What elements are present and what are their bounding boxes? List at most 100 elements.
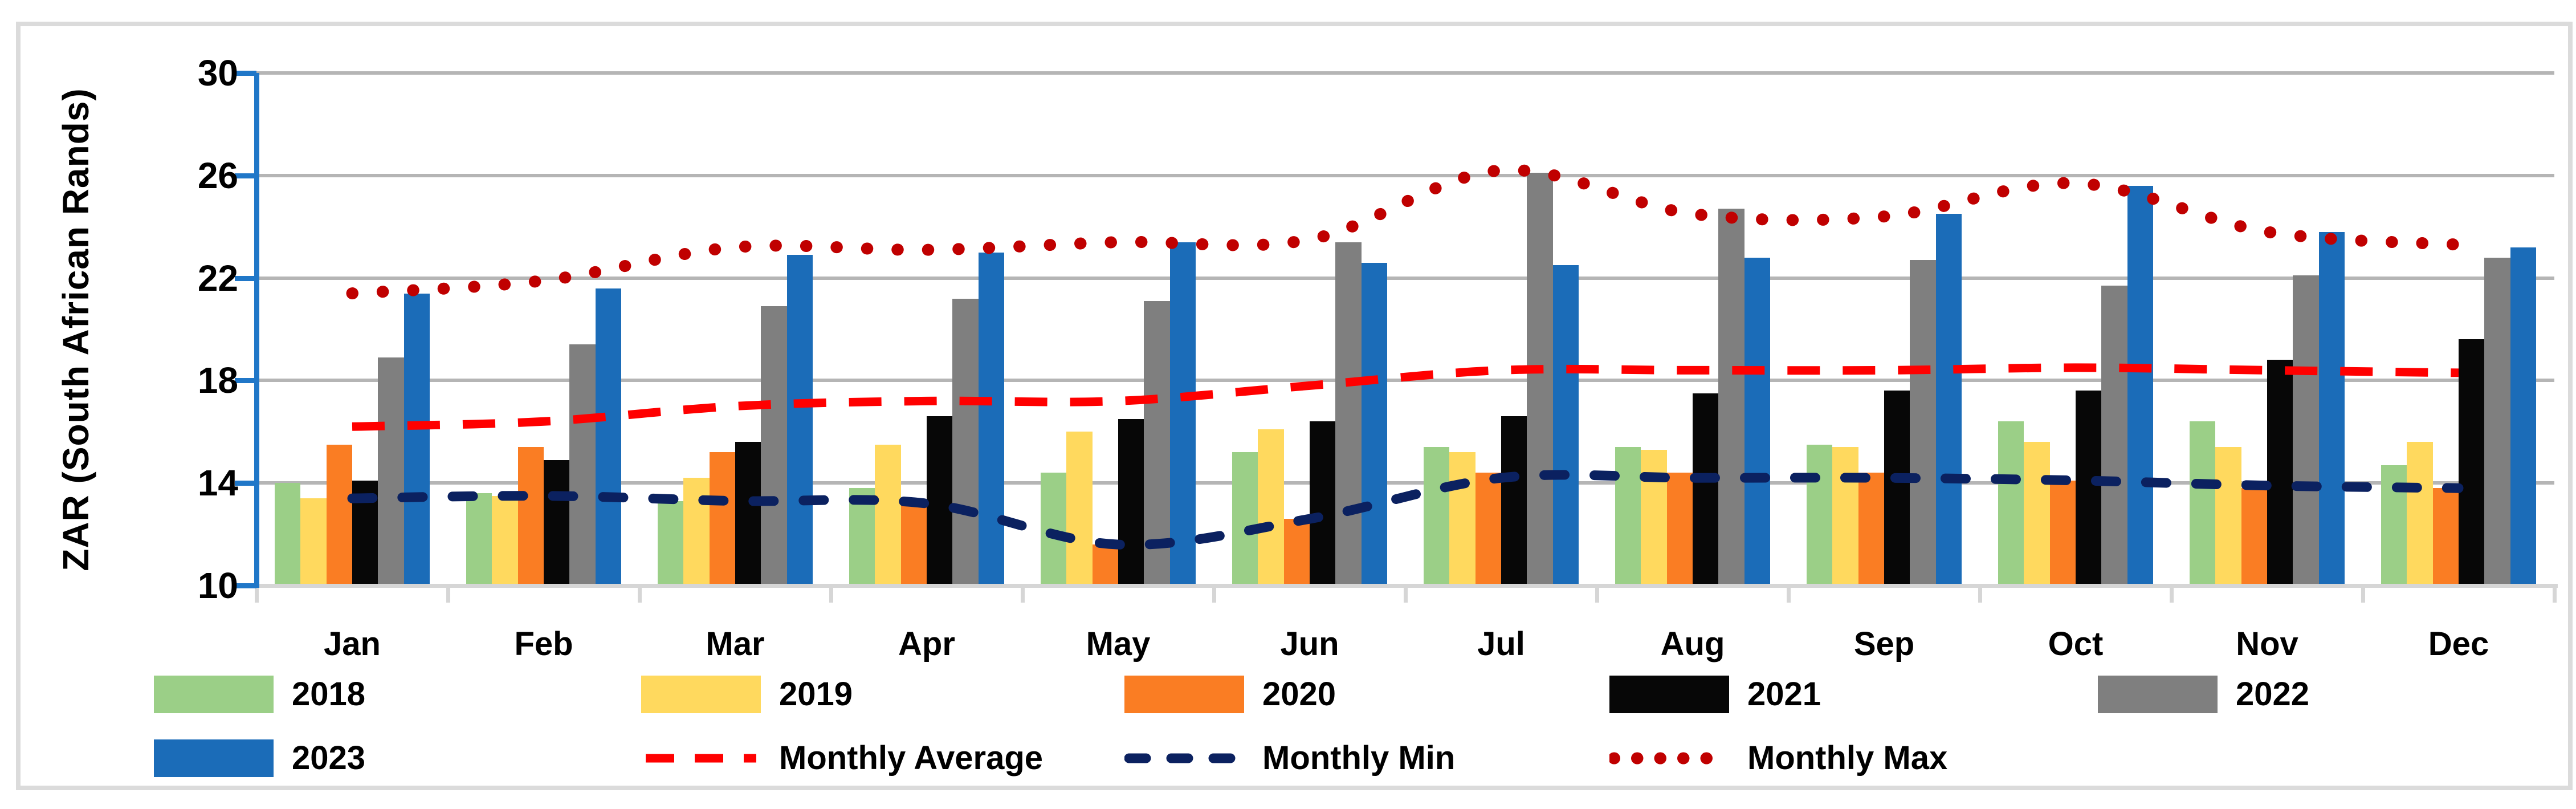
x-tick-label-jul: Jul <box>1477 625 1525 662</box>
legend-label-2019: 2019 <box>779 676 853 713</box>
y-axis-tick-26 <box>235 173 256 178</box>
bar-2020-sep <box>1858 473 1884 584</box>
x-axis-tick <box>638 588 642 603</box>
bar-2020-aug <box>1666 473 1693 584</box>
bar-2018-mar <box>658 501 684 584</box>
y-axis-tick-30 <box>235 71 256 76</box>
bar-2022-jun <box>1335 242 1362 584</box>
x-axis-tick <box>2553 588 2557 603</box>
bar-2023-jun <box>1361 262 1387 584</box>
legend-label-monthly-average: Monthly Average <box>779 739 1044 777</box>
legend-swatch-2019 <box>641 676 761 713</box>
bar-2023-jan <box>403 293 430 584</box>
legend-swatch-2022 <box>2098 676 2218 713</box>
legend-label-monthly-max: Monthly Max <box>1747 739 1948 777</box>
gridline-30 <box>256 71 2554 75</box>
bar-2021-apr <box>927 416 953 584</box>
bar-2023-dec <box>2510 247 2536 584</box>
bar-2018-oct <box>1998 421 2024 584</box>
y-axis-tick-10 <box>235 583 256 588</box>
bar-2021-oct <box>2076 391 2102 584</box>
x-tick-label-oct: Oct <box>2048 625 2104 662</box>
y-axis-title: ZAR (South African Rands) <box>36 73 115 586</box>
x-tick-label-feb: Feb <box>514 625 573 662</box>
bar-2022-sep <box>1910 260 1936 584</box>
y-tick-label-10: 10 <box>197 565 238 606</box>
x-tick-label-dec: Dec <box>2428 625 2489 662</box>
legend-label-2023: 2023 <box>292 739 366 777</box>
y-axis-line <box>254 73 259 588</box>
bar-2022-dec <box>2484 257 2510 584</box>
y-axis-tick-22 <box>235 275 256 281</box>
monthly-max-line <box>346 164 2465 300</box>
bar-2022-mar <box>761 306 787 584</box>
legend-label-monthly-min: Monthly Min <box>1262 739 1456 777</box>
bar-2020-may <box>1092 544 1118 584</box>
bar-2018-jan <box>275 483 301 584</box>
y-axis-title-text: ZAR (South African Rands) <box>55 87 96 571</box>
y-tick-label-14: 14 <box>197 462 238 504</box>
bar-2020-jan <box>326 444 352 584</box>
bar-2019-jun <box>1258 429 1284 584</box>
bar-2018-feb <box>466 493 492 584</box>
bar-2018-sep <box>1807 444 1833 584</box>
x-axis-tick <box>1404 588 1408 603</box>
legend-label-2022: 2022 <box>2236 676 2310 713</box>
bar-2018-may <box>1041 473 1067 584</box>
monthly-min-line <box>347 470 2464 550</box>
x-tick-label-aug: Aug <box>1660 625 1725 662</box>
legend-swatch-2020 <box>1124 676 1244 713</box>
bar-2022-oct <box>2101 286 2127 584</box>
bar-2023-sep <box>1935 214 1962 584</box>
bar-2022-may <box>1144 301 1170 584</box>
x-axis-tick <box>2361 588 2365 603</box>
x-axis-tick <box>255 588 259 603</box>
bar-2022-feb <box>569 344 596 584</box>
bar-2018-nov <box>2190 421 2216 584</box>
x-tick-label-apr: Apr <box>898 625 955 662</box>
bar-2019-feb <box>492 495 518 584</box>
y-tick-label-18: 18 <box>197 360 238 401</box>
bar-2019-nov <box>2215 447 2241 584</box>
x-axis-tick <box>2170 588 2174 603</box>
y-tick-label-26: 26 <box>197 155 238 196</box>
x-axis-tick <box>446 588 450 603</box>
line-series-overlay <box>346 164 2465 550</box>
bar-2022-jan <box>378 357 404 584</box>
bar-2021-mar <box>735 442 761 584</box>
bar-2023-aug <box>1744 257 1770 584</box>
x-axis-tick <box>1595 588 1599 603</box>
bar-2020-oct <box>2049 480 2076 584</box>
gridline-22 <box>256 276 2554 280</box>
monthly-average-line <box>352 363 2459 431</box>
legend-swatch-monthly-average <box>646 754 756 763</box>
y-axis-tick-14 <box>235 481 256 486</box>
bar-2019-apr <box>875 444 901 584</box>
bar-2023-may <box>1169 242 1196 584</box>
x-tick-label-may: May <box>1086 625 1151 662</box>
bar-2021-dec <box>2459 339 2485 584</box>
x-tick-label-mar: Mar <box>706 625 765 662</box>
bar-2021-may <box>1118 418 1144 584</box>
bar-2020-dec <box>2432 488 2459 584</box>
x-axis-tick <box>1787 588 1791 603</box>
bar-2018-jul <box>1424 447 1450 584</box>
bar-2020-jul <box>1475 473 1501 584</box>
legend-label-2021: 2021 <box>1747 676 1821 713</box>
bar-2021-jun <box>1310 421 1336 584</box>
bar-2021-sep <box>1884 391 1910 584</box>
x-tick-label-sep: Sep <box>1853 625 1915 662</box>
bar-2020-feb <box>517 447 544 584</box>
bar-2023-feb <box>595 288 621 584</box>
y-tick-label-30: 30 <box>197 52 238 93</box>
bar-2023-jul <box>1552 265 1579 584</box>
x-tick-label-jun: Jun <box>1280 625 1339 662</box>
x-tick-label-jan: Jan <box>324 625 381 662</box>
bar-2022-aug <box>1718 209 1744 584</box>
bar-2018-jun <box>1232 452 1258 584</box>
x-axis-tick <box>1021 588 1025 603</box>
bar-2018-aug <box>1615 447 1641 584</box>
legend-label-2020: 2020 <box>1262 676 1336 713</box>
bar-2020-nov <box>2241 488 2267 584</box>
plot-area <box>235 71 2558 603</box>
